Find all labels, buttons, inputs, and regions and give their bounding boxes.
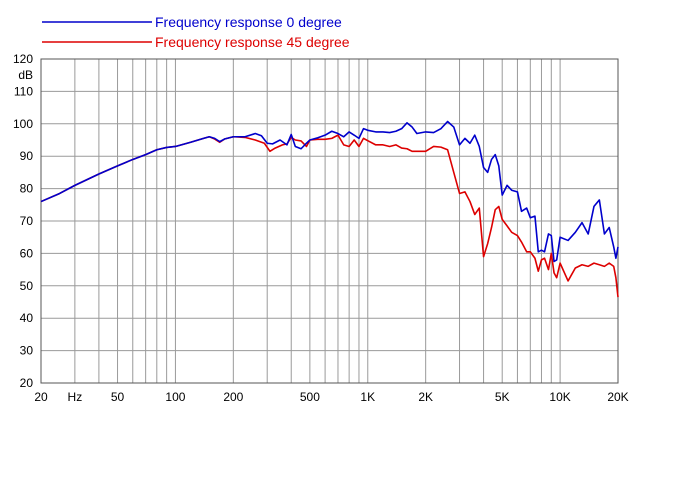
legend-label-0-degree: Frequency response 0 degree — [155, 14, 342, 30]
y-tick-label: 60 — [20, 246, 34, 260]
x-tick-label: Hz — [68, 390, 83, 404]
y-axis-unit-label: dB — [18, 68, 33, 82]
x-tick-label: 20 — [34, 390, 48, 404]
x-tick-label: 50 — [111, 390, 125, 404]
x-tick-label: 100 — [165, 390, 185, 404]
series-line-0-degree — [40, 120, 619, 263]
chart-legend: Frequency response 0 degree Frequency re… — [42, 14, 350, 50]
y-tick-label: 30 — [20, 344, 34, 358]
y-tick-label: 50 — [20, 279, 34, 293]
x-tick-label: 200 — [223, 390, 243, 404]
y-tick-label: 40 — [20, 311, 34, 325]
x-axis-ticks: 20 Hz 50 100 200 500 1K 2K 5K 10K 20K — [34, 390, 628, 404]
x-tick-label: 500 — [300, 390, 320, 404]
y-tick-label: 90 — [20, 149, 34, 163]
x-tick-label: 2K — [418, 390, 433, 404]
chart-grid — [40, 58, 619, 384]
y-tick-label: 100 — [13, 117, 33, 131]
x-tick-label: 10K — [549, 390, 570, 404]
series-layer — [40, 120, 619, 298]
plot-frame — [40, 58, 619, 384]
x-tick-label: 1K — [360, 390, 375, 404]
y-tick-label: 20 — [20, 376, 34, 390]
y-tick-label: 70 — [20, 214, 34, 228]
y-tick-label: 110 — [14, 84, 33, 98]
y-axis-ticks: 20 30 40 50 60 70 80 90 100 110 120 — [13, 52, 33, 390]
x-tick-label: 5K — [495, 390, 510, 404]
y-tick-label: 80 — [20, 182, 34, 196]
x-tick-label: 20K — [607, 390, 628, 404]
y-tick-label: 120 — [13, 52, 33, 66]
legend-label-45-degree: Frequency response 45 degree — [155, 34, 350, 50]
